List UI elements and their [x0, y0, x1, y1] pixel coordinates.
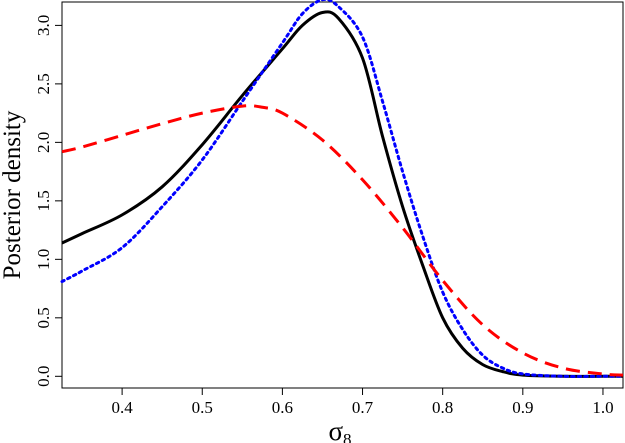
x-tick-label: 0.7: [352, 398, 374, 417]
y-tick-label: 0.0: [34, 366, 53, 387]
y-tick-label: 1.0: [34, 249, 53, 270]
solid-curve: [61, 10, 623, 378]
curves-layer: [60, 0, 625, 378]
y-tick-label: 1.5: [34, 190, 53, 211]
y-tick-label: 2.0: [34, 132, 53, 153]
x-tick-label: 0.5: [192, 398, 213, 417]
x-tick-label: 0.6: [272, 398, 293, 417]
dotted-curve: [60, 0, 625, 378]
y-axis-title: Posterior density: [0, 110, 26, 279]
x-tick-label: 0.4: [111, 398, 133, 417]
x-tick-label: 0.9: [512, 398, 533, 417]
x-axis-title-subscript: 8: [343, 430, 352, 443]
y-axis: 0.0 0.5 1.0 1.5 2.0 2.5 3.0: [34, 15, 62, 387]
x-tick-label: 0.8: [432, 398, 453, 417]
dashed-curve: [61, 104, 624, 377]
x-tick-label: 1.0: [592, 398, 613, 417]
x-axis: 0.4 0.5 0.6 0.7 0.8 0.9 1.0: [111, 388, 614, 417]
x-axis-title: σ8: [328, 416, 351, 443]
plot-frame: [61, 1, 624, 389]
y-tick-label: 3.0: [34, 15, 53, 36]
y-tick-label: 0.5: [34, 307, 53, 328]
y-tick-label: 2.5: [34, 73, 53, 94]
x-axis-title-symbol: σ: [328, 416, 343, 443]
